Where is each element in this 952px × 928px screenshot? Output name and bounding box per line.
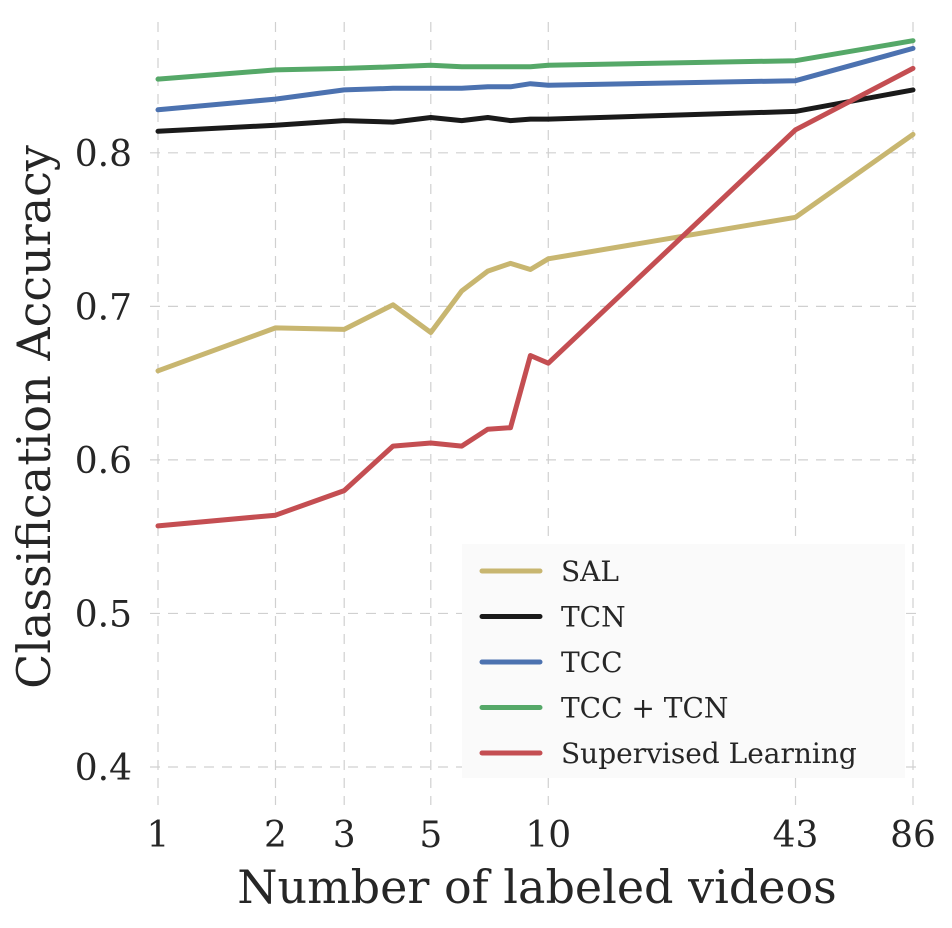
x-tick-label: 3 <box>333 815 356 856</box>
y-tick-label: 0.8 <box>75 134 132 175</box>
series-line-supervised-learning <box>155 65 916 529</box>
tick-labels: 1 2 3 5 10 43 86 0.4 0.5 0.6 0.7 0.8 <box>75 134 936 856</box>
series-line-tcc <box>155 45 916 113</box>
legend: SAL TCN TCC TCC + TCN Supervised Learning <box>462 544 905 778</box>
y-tick-label: 0.5 <box>75 594 132 635</box>
series-line-tcc-tcn <box>155 38 916 82</box>
series-line-tcn <box>155 87 916 134</box>
y-tick-label: 0.7 <box>75 287 132 328</box>
series-line-sal <box>155 131 916 374</box>
y-tick-label: 0.4 <box>75 748 132 789</box>
legend-label-tcn: TCN <box>561 601 626 634</box>
x-tick-label: 43 <box>773 815 819 856</box>
series-lines <box>155 38 916 529</box>
legend-label-supervised-learning: Supervised Learning <box>561 737 857 770</box>
x-tick-label: 86 <box>890 815 936 856</box>
x-tick-label: 1 <box>147 815 170 856</box>
x-axis-title: Number of labeled videos <box>237 860 837 914</box>
legend-label-tcc: TCC <box>561 646 623 679</box>
y-tick-label: 0.6 <box>75 441 132 482</box>
x-tick-label: 5 <box>419 815 442 856</box>
x-tick-label: 10 <box>525 815 571 856</box>
legend-label-tcc-tcn: TCC + TCN <box>561 692 728 725</box>
legend-label-sal: SAL <box>561 555 619 588</box>
y-axis-title: Classification Accuracy <box>7 145 61 689</box>
x-tick-label: 2 <box>264 815 287 856</box>
